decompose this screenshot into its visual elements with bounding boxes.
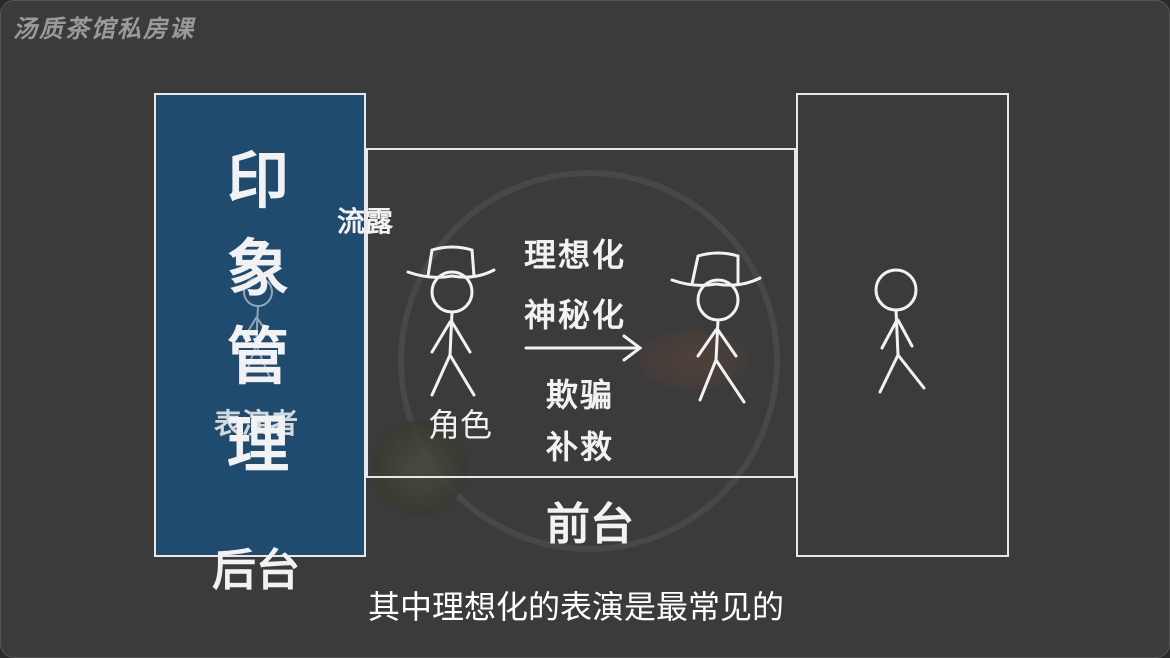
- role-figure-left: [406, 245, 496, 397]
- title-char-4: 理: [226, 408, 289, 481]
- role-figure-right: [670, 251, 762, 404]
- idealization-label: 理想化: [524, 236, 627, 274]
- title-char-3: 管: [226, 320, 289, 393]
- subtitle-caption: 其中理想化的表演是最常见的: [368, 588, 785, 626]
- role-label: 角色: [428, 406, 493, 444]
- remedy-label: 补救: [546, 428, 615, 466]
- background-decoration: [640, 330, 750, 390]
- title-char-2: 象: [226, 232, 289, 305]
- frontstage-label: 前台: [546, 499, 634, 550]
- performer-label: 表演者: [214, 407, 299, 440]
- audience-box: [796, 93, 1009, 557]
- backstage-label: 后台: [212, 545, 300, 596]
- leak-label: 流露: [337, 205, 394, 238]
- backstage-panel: [154, 93, 366, 557]
- right-arrow-icon: [524, 334, 643, 362]
- background-decoration: [398, 170, 780, 552]
- channel-watermark: 汤质茶馆私房课: [13, 15, 195, 43]
- performer-figure: [243, 277, 273, 381]
- title-char-1: 印: [226, 144, 289, 217]
- deception-label: 欺骗: [546, 376, 615, 414]
- background-decoration: [372, 420, 467, 515]
- audience-figure: [874, 268, 926, 394]
- mystification-label: 神秘化: [524, 296, 627, 334]
- frontstage-box: [366, 148, 796, 478]
